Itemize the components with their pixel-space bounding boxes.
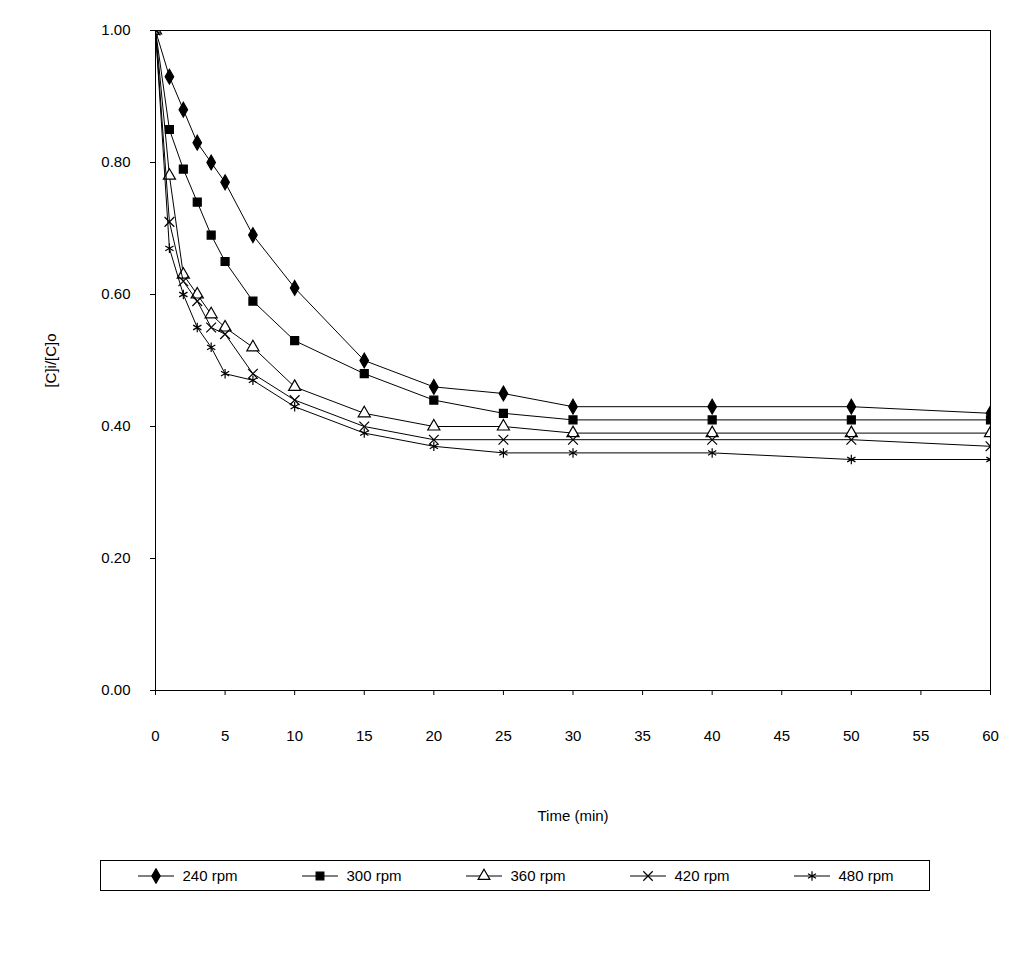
- svg-text:Time (min): Time (min): [537, 807, 608, 824]
- html-text:240 rpm: 240 rpm: [182, 867, 238, 884]
- svg-text:45: 45: [773, 727, 790, 744]
- svg-text:0.20: 0.20: [101, 549, 130, 566]
- svg-text:0.00: 0.00: [101, 681, 130, 698]
- svg-text:10: 10: [286, 727, 303, 744]
- html-text:360 rpm: 360 rpm: [510, 867, 566, 884]
- svg-text:0.40: 0.40: [101, 417, 130, 434]
- svg-text:0.60: 0.60: [101, 285, 130, 302]
- svg-text:55: 55: [913, 727, 930, 744]
- svg-text:1.00: 1.00: [101, 21, 130, 38]
- html-text:300 rpm: 300 rpm: [346, 867, 402, 884]
- svg-text:5: 5: [221, 727, 229, 744]
- html-text:420 rpm: 420 rpm: [674, 867, 730, 884]
- svg-text:[C]i/[C]o: [C]i/[C]o: [42, 333, 59, 387]
- html-text:480 rpm: 480 rpm: [838, 867, 894, 884]
- svg-text:35: 35: [634, 727, 651, 744]
- svg-text:0: 0: [151, 727, 159, 744]
- svg-text:30: 30: [565, 727, 582, 744]
- svg-text:25: 25: [495, 727, 512, 744]
- svg-text:40: 40: [704, 727, 721, 744]
- svg-text:20: 20: [425, 727, 442, 744]
- svg-text:60: 60: [982, 727, 999, 744]
- svg-text:15: 15: [356, 727, 373, 744]
- svg-text:50: 50: [843, 727, 860, 744]
- svg-text:0.80: 0.80: [101, 153, 130, 170]
